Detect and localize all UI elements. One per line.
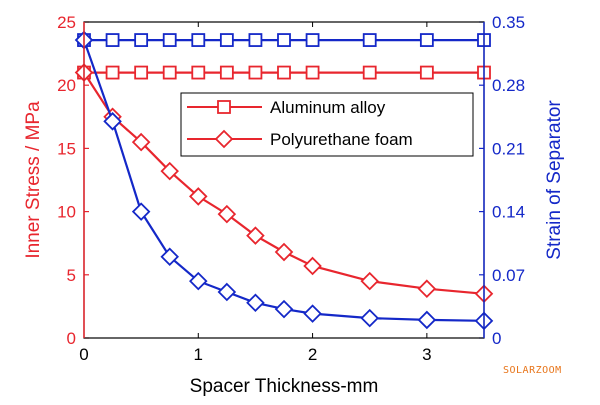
- data-point-square-right: [277, 33, 291, 47]
- legend: Aluminum alloy Polyurethane foam: [180, 92, 474, 157]
- data-point-diamond-left: [417, 279, 437, 298]
- right-axis-title: Strain of Separator: [544, 100, 565, 260]
- left-tick-label: 10: [57, 203, 76, 222]
- data-point-square-right: [305, 33, 320, 47]
- data-point-square-left: [248, 65, 263, 80]
- data-point-diamond-left: [160, 161, 179, 181]
- data-point-square-right: [162, 33, 177, 47]
- left-tick-label: 25: [57, 13, 76, 32]
- data-point-diamond-right: [131, 202, 151, 221]
- data-point-diamond-right: [217, 282, 237, 302]
- data-point-square-right: [105, 33, 120, 47]
- right-tick-label: 0.35: [492, 13, 525, 32]
- data-point-diamond-right: [160, 247, 179, 267]
- data-point-square-left: [277, 65, 291, 80]
- data-point-square-right: [362, 33, 377, 47]
- data-point-diamond-left: [189, 187, 208, 206]
- legend-marker-square: [217, 100, 231, 114]
- data-point-square-left: [419, 65, 434, 80]
- left-tick-label: 20: [57, 76, 76, 95]
- right-tick-label: 0.07: [492, 266, 525, 285]
- watermark: SOLARZOOM: [503, 365, 562, 376]
- data-point-diamond-left: [131, 132, 151, 152]
- right-tick-label: 0.21: [492, 139, 525, 158]
- data-point-diamond-right: [189, 271, 208, 291]
- legend-label-foam: Polyurethane foam: [270, 130, 413, 149]
- legend-label-aluminum: Aluminum alloy: [270, 98, 386, 117]
- data-point-diamond-right: [274, 299, 294, 319]
- data-point-diamond-right: [417, 310, 437, 330]
- data-point-square-left: [191, 65, 206, 80]
- data-point-diamond-right: [303, 304, 322, 323]
- data-point-square-right: [419, 33, 434, 47]
- data-point-square-left: [362, 65, 377, 80]
- x-tick-label: 0: [79, 345, 88, 364]
- left-tick-label: 15: [57, 139, 76, 158]
- right-tick-label: 0.14: [492, 203, 525, 222]
- series-line-right-diamond: [82, 39, 485, 322]
- legend-marker-diamond: [214, 129, 234, 149]
- data-point-square-right: [248, 33, 263, 47]
- left-tick-label: 5: [67, 266, 76, 285]
- data-point-square-right: [219, 33, 234, 47]
- x-tick-label: 1: [194, 345, 203, 364]
- left-tick-label: 0: [67, 329, 76, 348]
- data-point-diamond-right: [103, 112, 122, 131]
- data-point-diamond-right: [246, 293, 265, 313]
- data-point-diamond-left: [303, 256, 322, 276]
- x-axis-title: Spacer Thickness-mm: [190, 376, 379, 397]
- data-point-square-left: [134, 65, 149, 80]
- data-point-diamond-left: [274, 242, 294, 262]
- left-axis-title: Inner Stress / MPa: [23, 101, 44, 259]
- data-point-diamond-left: [217, 204, 237, 224]
- data-point-square-left: [105, 65, 120, 80]
- data-point-diamond-left: [360, 271, 379, 291]
- data-point-square-right: [134, 33, 149, 47]
- right-tick-label: 0.28: [492, 76, 525, 95]
- data-point-square-left: [162, 65, 177, 80]
- right-tick-label: 0: [492, 329, 501, 348]
- data-point-diamond-right: [360, 308, 379, 328]
- data-point-square-right: [191, 33, 206, 47]
- x-tick-label: 3: [422, 345, 431, 364]
- data-point-square-left: [305, 65, 320, 80]
- data-point-square-left: [219, 65, 234, 80]
- x-tick-label: 2: [308, 345, 317, 364]
- data-point-diamond-left: [246, 226, 265, 245]
